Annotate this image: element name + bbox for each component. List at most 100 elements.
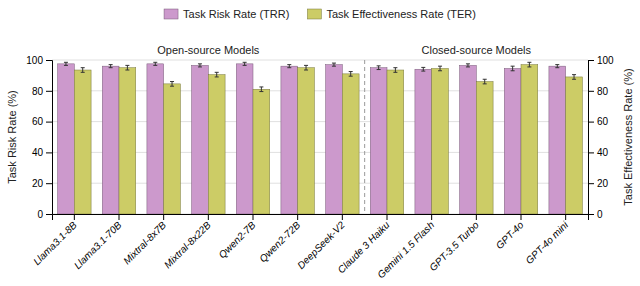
error-bar (81, 68, 85, 73)
tick: Qwen2-7B (216, 214, 257, 260)
section-label: Open-source Models (157, 44, 260, 56)
bar (298, 68, 315, 214)
section-separator (364, 60, 365, 214)
bar-series (58, 64, 566, 214)
bar (102, 66, 119, 214)
annotations: Open-source ModelsClosed-source Models (157, 44, 531, 214)
tick-mark (521, 214, 522, 220)
tick-label: Mixtral-8x22B (162, 219, 213, 270)
legend-label: Task Risk Rate (TRR) (183, 8, 289, 20)
error-bar (511, 66, 515, 71)
error-bar (421, 67, 425, 71)
tick-label: Qwen2-7B (216, 219, 257, 260)
bar (208, 75, 225, 214)
tick: 60 (32, 116, 52, 127)
tick: Llama3.1-8B (31, 214, 79, 267)
tick-mark (253, 214, 254, 220)
tick-mark (208, 214, 209, 220)
y2-axis: 0 20 40 60 80 100 (588, 55, 614, 220)
grid-line (52, 60, 588, 61)
bar (432, 68, 449, 214)
error-bar (170, 82, 174, 87)
tick-mark (387, 214, 388, 220)
error-bar (125, 65, 129, 70)
tick: 0 (37, 209, 52, 220)
tick-label: Qwen2-72B (257, 219, 302, 264)
tick-label: 0 (37, 209, 43, 220)
tick-mark (588, 122, 594, 123)
tick-label: 100 (26, 55, 43, 66)
tick-label: 0 (597, 209, 603, 220)
tick-mark (46, 183, 52, 184)
error-bar (153, 62, 157, 65)
tick-label: 40 (597, 147, 609, 158)
tick-mark (297, 214, 298, 220)
bar (281, 66, 298, 214)
tick-label: Mixtral-8x7B (121, 219, 168, 266)
tick: GPT-3.5 Turbo (427, 214, 481, 273)
chart: Open-source ModelsClosed-source Models Ll… (0, 0, 640, 286)
tick: 80 (588, 86, 609, 97)
bar (521, 65, 538, 214)
tick: 60 (588, 116, 609, 127)
error-bars (81, 62, 576, 91)
tick-mark (588, 183, 594, 184)
error-bar (527, 62, 531, 67)
bar (192, 65, 209, 214)
bar (236, 64, 253, 214)
bar (549, 66, 566, 214)
tick: 40 (32, 147, 52, 158)
tick: Llama3.1-70B (72, 214, 124, 271)
tick-mark (588, 152, 594, 153)
tick: 100 (588, 55, 614, 66)
tick-mark (342, 214, 343, 220)
legend-label: Task Effectiveness Rate (TER) (326, 8, 476, 20)
y-axis-title: Task Risk Rate (%) (6, 90, 18, 184)
bar (566, 77, 583, 214)
tick-mark (46, 152, 52, 153)
error-bar (215, 72, 219, 77)
axis-line (46, 61, 53, 215)
error-bar (243, 62, 247, 65)
legend-item: Task Effectiveness Rate (TER) (307, 8, 476, 20)
bar (119, 68, 136, 214)
tick-label: GPT-4o mini (523, 219, 570, 266)
tick-label: 40 (32, 147, 44, 158)
tick: Mixtral-8x7B (121, 214, 168, 266)
plot-area (58, 62, 583, 214)
tick-mark (588, 214, 594, 215)
tick-label: GPT-3.5 Turbo (427, 219, 481, 273)
tick-mark (119, 214, 120, 220)
bar (387, 70, 404, 214)
error-bar (287, 65, 291, 68)
tick-mark (476, 214, 477, 220)
error-bar (109, 65, 113, 68)
y2-axis-title: Task Effectiveness Rate (%) (622, 68, 634, 205)
error-bar (259, 87, 263, 92)
axis-line (53, 215, 589, 221)
tick-label: 20 (32, 178, 44, 189)
bar (504, 68, 521, 214)
bar (342, 74, 359, 214)
error-bar (466, 64, 470, 67)
error-bar (555, 65, 559, 68)
tick-label: 60 (597, 116, 609, 127)
tick-mark (46, 60, 52, 61)
axis-line (589, 61, 595, 215)
tick: 20 (32, 178, 52, 189)
bar (253, 89, 270, 214)
tick-label: Gemini 1.5 Flash (375, 219, 437, 281)
tick: GPT-4o (494, 214, 526, 251)
bar (74, 70, 91, 214)
tick-mark (74, 214, 75, 220)
tick-mark (46, 214, 52, 215)
error-bar (483, 79, 487, 84)
tick-mark (588, 60, 594, 61)
legend-item: Task Risk Rate (TRR) (164, 8, 289, 20)
error-bar (304, 65, 308, 70)
bar (58, 64, 75, 214)
tick: Qwen2-72B (257, 214, 302, 264)
tick-mark (431, 214, 432, 220)
tick-label: GPT-4o (494, 219, 526, 251)
tick-label: 20 (597, 178, 609, 189)
